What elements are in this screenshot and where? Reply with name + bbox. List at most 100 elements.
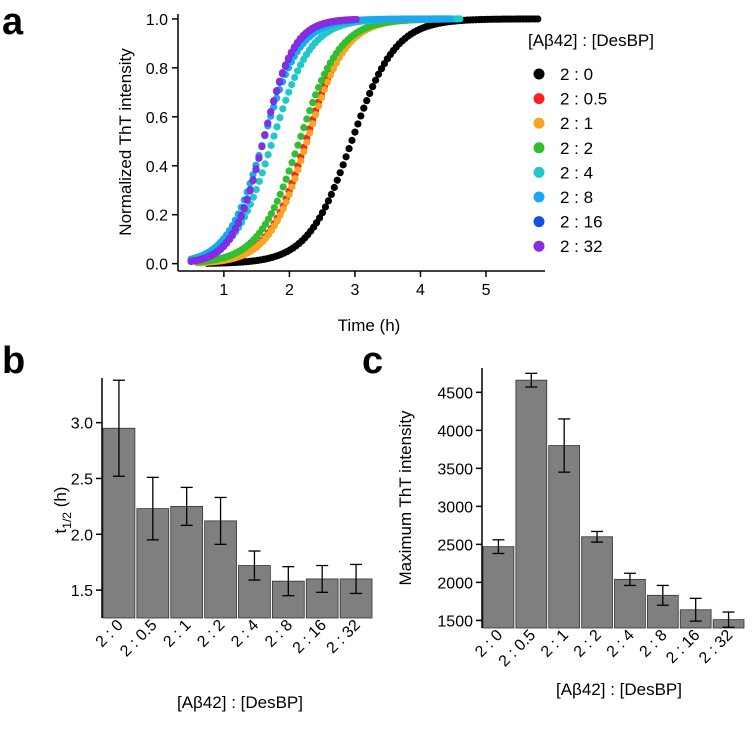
data-point (228, 231, 236, 239)
data-point (333, 176, 341, 184)
chart-a-ticks: 1 2 3 4 5 0.0 0.2 0.4 0.6 0.8 1.0 (146, 12, 491, 299)
chart-c-y-label: Maximum ThT intensity (396, 410, 415, 586)
x-tick-label: 2 : 1 (160, 617, 194, 651)
data-point (326, 71, 334, 79)
data-point (456, 15, 464, 23)
y-tick-label: 0.8 (146, 61, 168, 78)
legend-marker (533, 166, 545, 178)
data-point (366, 89, 374, 98)
chart-a-legend: 2 : 0 2 : 0.5 2 : 1 2 : 2 2 : 4 2 : 8 2 : 16 2 … (533, 65, 607, 256)
data-point (264, 215, 273, 223)
series-2-8 (187, 15, 455, 263)
data-point (371, 76, 380, 84)
panel-label-a: a (2, 1, 24, 43)
y-tick-label: 2.0 (71, 527, 93, 544)
data-point (329, 65, 337, 73)
data-point (323, 78, 332, 86)
data-point (249, 177, 257, 185)
data-point (270, 97, 278, 105)
data-point (291, 150, 299, 158)
chart-c-bars (482, 372, 745, 629)
series-2-0 (203, 15, 542, 267)
bar (548, 445, 581, 629)
panel-label-c: c (362, 340, 383, 382)
data-point (261, 131, 269, 139)
data-point (300, 148, 308, 156)
data-point (237, 213, 245, 221)
chart-b-ticks: 1.5 2.0 2.5 3.0 (71, 416, 102, 600)
data-point (281, 61, 290, 69)
data-point (285, 88, 293, 96)
data-point (306, 129, 314, 137)
data-point (314, 83, 323, 92)
panel-label-b: b (2, 340, 25, 382)
data-point (279, 105, 287, 113)
data-point (249, 193, 257, 201)
data-point (276, 190, 284, 198)
data-point (345, 145, 353, 153)
data-point (317, 76, 326, 85)
x-tick-label: 3 (350, 282, 359, 299)
chart-b-y-label-sub: 1/2 (60, 512, 74, 529)
data-point (363, 97, 371, 105)
data-point (282, 96, 290, 104)
data-point (267, 108, 275, 116)
bar (614, 578, 646, 629)
legend-label: 2 : 4 (560, 163, 593, 182)
legend-marker (533, 191, 545, 203)
legend-label: 2 : 8 (560, 188, 593, 207)
legend-marker (533, 240, 545, 252)
x-tick-label: 2 : 4 (604, 627, 638, 661)
data-point (321, 203, 330, 211)
data-point (273, 86, 281, 95)
chart-a-x-label: Time (h) (338, 316, 401, 335)
data-point (314, 102, 323, 110)
data-point (273, 217, 281, 225)
legend-label: 2 : 32 (560, 237, 603, 256)
x-tick-label: 2 : 4 (228, 617, 262, 651)
data-point (294, 67, 302, 75)
data-point (297, 157, 305, 165)
data-point (279, 183, 287, 191)
y-tick-label: 0.0 (146, 257, 168, 274)
data-point (255, 177, 263, 185)
chart-c-ticks: 1500 2000 2500 3000 3500 4000 4500 (437, 385, 482, 630)
data-point (246, 187, 254, 195)
data-point (273, 197, 281, 205)
data-point (300, 124, 308, 132)
data-point (336, 169, 344, 177)
data-point (306, 107, 314, 115)
data-point (288, 80, 296, 89)
data-point (327, 190, 335, 199)
y-tick-label: 1500 (437, 613, 473, 630)
data-point (252, 166, 260, 174)
legend-marker (533, 216, 545, 228)
bar (515, 379, 548, 629)
x-tick-label: 2 (285, 282, 294, 299)
y-tick-label: 4000 (437, 423, 473, 440)
data-point (360, 104, 368, 112)
data-point (354, 120, 362, 128)
x-tick-label: 2 : 32 (696, 627, 736, 667)
y-tick-label: 2.5 (71, 471, 93, 488)
data-point (352, 15, 360, 24)
data-point (357, 112, 365, 120)
data-point (447, 15, 455, 23)
data-point (296, 61, 305, 69)
data-point (342, 153, 350, 161)
data-point (320, 85, 329, 94)
legend-label: 2 : 16 (560, 213, 603, 232)
data-point (291, 73, 299, 82)
y-tick-label: 3500 (437, 461, 473, 478)
x-tick-label: 2 : 2 (571, 627, 605, 661)
data-point (348, 136, 356, 144)
data-point (369, 83, 377, 91)
data-point (297, 132, 305, 140)
y-tick-label: 3000 (437, 499, 473, 516)
x-tick-label: 2 : 16 (663, 627, 703, 667)
y-tick-label: 2500 (437, 537, 473, 554)
data-point (309, 98, 317, 107)
data-point (267, 141, 275, 150)
